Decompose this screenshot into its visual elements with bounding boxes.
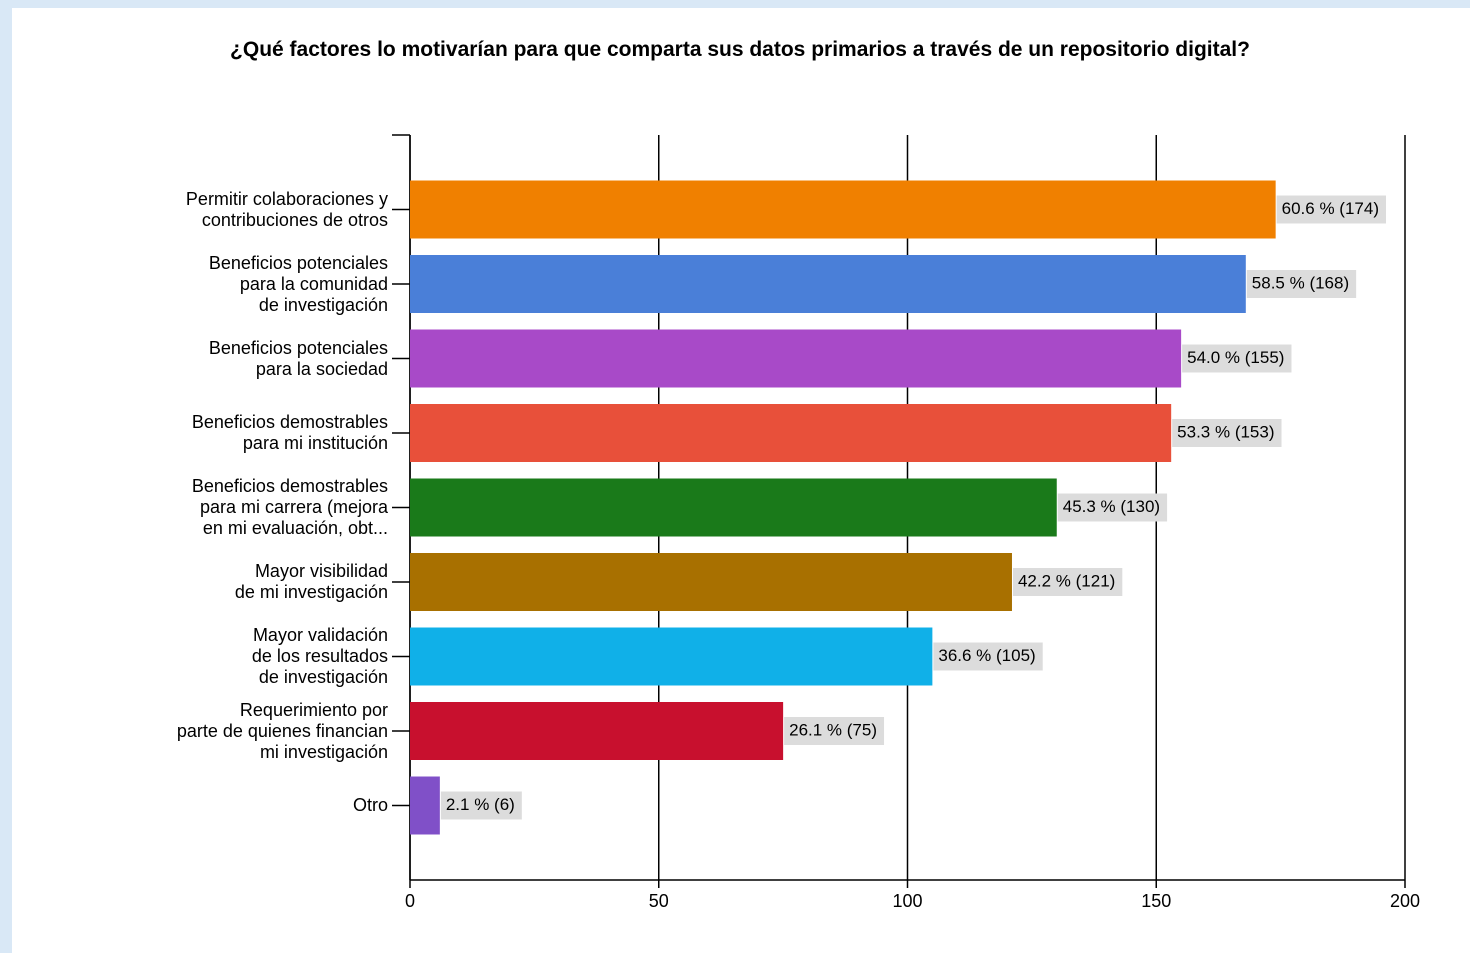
value-label-bg <box>1172 419 1282 447</box>
x-tick-label: 50 <box>649 891 669 911</box>
value-label: 36.6 % (105) <box>938 646 1035 665</box>
value-label-bg <box>933 642 1043 671</box>
value-label-bg <box>1012 568 1123 596</box>
value-label-bg <box>1276 195 1386 224</box>
value-label-bg <box>1246 270 1357 298</box>
value-label: 54.0 % (155) <box>1187 348 1284 367</box>
y-tick-label: Permitir colaboraciones y contribuciones… <box>185 188 388 230</box>
bar <box>410 702 784 760</box>
y-tick-label: Beneficios demostrables para mi instituc… <box>191 412 388 453</box>
bar <box>410 553 1012 611</box>
chart-title: ¿Qué factores lo motivarían para que com… <box>230 38 1250 61</box>
y-tick-label: Mayor validación de los resultados de in… <box>251 625 388 687</box>
y-tick-label: Beneficios potenciales para la comunidad… <box>208 252 388 315</box>
value-label: 58.5 % (168) <box>1252 273 1349 292</box>
value-label: 26.1 % (75) <box>789 720 877 739</box>
bar <box>410 776 440 835</box>
y-tick-label: Otro <box>352 795 388 815</box>
value-label: 53.3 % (153) <box>1177 422 1274 441</box>
bar <box>410 478 1057 537</box>
x-tick-label: 0 <box>405 891 415 911</box>
x-tick-label: 150 <box>1141 891 1171 911</box>
value-label-bg <box>440 791 522 820</box>
x-tick-label: 200 <box>1390 891 1420 911</box>
y-tick-label: Beneficios demostrables para mi carrera … <box>191 476 388 538</box>
y-tick-label: Mayor visibilidad de mi investigación <box>234 561 388 602</box>
value-label-bg <box>1057 493 1168 522</box>
value-label: 60.6 % (174) <box>1282 199 1379 218</box>
bar <box>410 180 1276 239</box>
bar <box>410 329 1182 388</box>
bar <box>410 627 933 686</box>
value-label: 42.2 % (121) <box>1018 571 1115 590</box>
bar <box>410 404 1172 462</box>
value-label-bg <box>1182 344 1292 373</box>
x-tick-label: 100 <box>892 891 922 911</box>
value-label-bg <box>784 717 885 745</box>
bar <box>410 255 1246 313</box>
value-label: 2.1 % (6) <box>446 795 515 814</box>
value-label: 45.3 % (130) <box>1063 497 1160 516</box>
y-tick-label: Beneficios potenciales para la sociedad <box>208 337 388 379</box>
y-tick-label: Requerimiento por parte de quienes finan… <box>176 699 388 762</box>
